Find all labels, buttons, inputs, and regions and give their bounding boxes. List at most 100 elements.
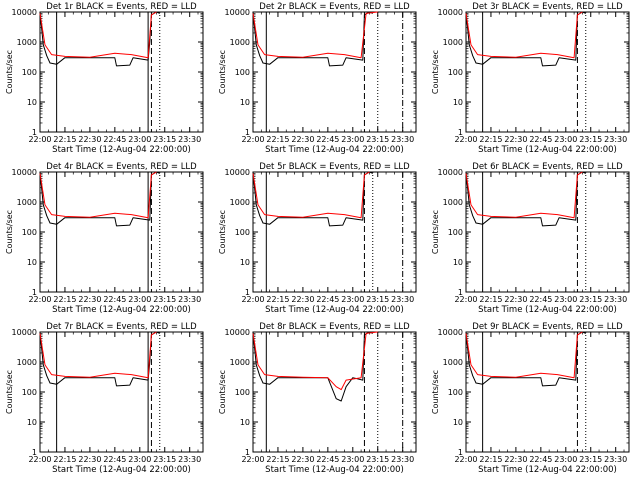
x-tick-label: 23:15	[366, 295, 389, 304]
x-axis-label: Start Time (12-Aug-04 22:00:00)	[265, 465, 404, 475]
y-tick-label: 100	[448, 388, 463, 397]
chart-panel-1: 1 10 100 1000 10000 22:00 22:15 22:30 22:45 23:00…	[5, 2, 204, 155]
x-tick-label: 23:00	[128, 135, 151, 144]
y-tick-label: 1	[458, 128, 463, 137]
series-events	[252, 331, 373, 402]
y-tick-label: 100	[448, 68, 463, 77]
x-tick-label: 22:00	[28, 295, 51, 304]
x-tick-label: 23:00	[554, 455, 577, 464]
x-tick-label: 23:00	[554, 295, 577, 304]
x-tick-label: 22:45	[316, 455, 339, 464]
x-tick-label: 22:30	[78, 295, 101, 304]
y-tick-label: 1000	[443, 198, 463, 207]
y-tick-label: 1	[245, 448, 250, 457]
x-tick-label: 23:30	[604, 455, 627, 464]
y-tick-label: 10	[453, 258, 463, 267]
y-axis-label: Counts/sec	[431, 50, 440, 94]
x-tick-label: 22:45	[103, 135, 126, 144]
x-tick-label: 22:15	[479, 295, 502, 304]
chart-title: Det 8r BLACK = Events, RED = LLD	[259, 322, 410, 332]
y-axis-label: Counts/sec	[5, 50, 14, 94]
x-tick-label: 22:30	[504, 455, 527, 464]
x-tick-label: 23:00	[554, 135, 577, 144]
y-tick-label: 1	[32, 128, 37, 137]
chart-title: Det 7r BLACK = Events, RED = LLD	[46, 322, 197, 332]
y-tick-label: 1000	[17, 358, 37, 367]
chart-panel-3: 1 10 100 1000 10000 22:00 22:15 22:30 22:45 23:00…	[431, 2, 630, 155]
x-tick-label: 23:30	[178, 455, 201, 464]
x-tick-label: 22:30	[78, 135, 101, 144]
x-axis-label: Start Time (12-Aug-04 22:00:00)	[478, 305, 617, 315]
y-tick-label: 10000	[225, 168, 250, 177]
x-tick-label: 22:30	[291, 135, 314, 144]
series-events	[39, 331, 160, 387]
y-tick-label: 100	[448, 228, 463, 237]
series-lld	[252, 11, 378, 59]
plot-frame	[252, 171, 417, 293]
x-axis-label: Start Time (12-Aug-04 22:00:00)	[52, 145, 191, 155]
y-axis-label: Counts/sec	[218, 370, 227, 414]
x-tick-label: 23:00	[128, 455, 151, 464]
series-events	[465, 171, 586, 227]
y-axis-label: Counts/sec	[5, 210, 14, 254]
chart-title: Det 6r BLACK = Events, RED = LLD	[472, 162, 623, 172]
y-tick-label: 10000	[225, 8, 250, 17]
plot-frame	[252, 11, 417, 133]
plot-frame	[465, 331, 630, 453]
plot-frame	[252, 331, 417, 453]
y-tick-label: 1000	[230, 198, 250, 207]
y-axis-label: Counts/sec	[5, 370, 14, 414]
y-tick-label: 1	[245, 288, 250, 297]
y-tick-label: 10	[240, 418, 250, 427]
x-axis-label: Start Time (12-Aug-04 22:00:00)	[265, 305, 404, 315]
x-tick-label: 22:00	[241, 455, 264, 464]
chart-panel-8: 1 10 100 1000 10000 22:00 22:15 22:30 22:45 23:00…	[218, 322, 417, 475]
series-lld	[465, 171, 583, 219]
x-tick-label: 23:30	[391, 295, 414, 304]
x-tick-label: 23:15	[366, 455, 389, 464]
y-tick-label: 10000	[12, 168, 37, 177]
x-tick-label: 22:45	[103, 455, 126, 464]
y-axis-label: Counts/sec	[431, 370, 440, 414]
y-tick-label: 10	[453, 98, 463, 107]
x-axis-label: Start Time (12-Aug-04 22:00:00)	[52, 305, 191, 315]
x-tick-label: 23:15	[579, 135, 602, 144]
y-tick-label: 100	[22, 68, 37, 77]
y-tick-label: 10000	[438, 8, 463, 17]
x-tick-label: 23:00	[341, 455, 364, 464]
y-tick-label: 10000	[225, 328, 250, 337]
series-lld	[465, 331, 583, 379]
x-tick-label: 22:45	[529, 295, 552, 304]
x-tick-label: 23:15	[153, 135, 176, 144]
y-tick-label: 1	[32, 288, 37, 297]
x-tick-label: 22:15	[53, 295, 76, 304]
y-tick-label: 100	[22, 388, 37, 397]
x-tick-label: 23:30	[178, 135, 201, 144]
chart-title: Det 4r BLACK = Events, RED = LLD	[46, 162, 197, 172]
x-tick-label: 22:30	[504, 295, 527, 304]
x-tick-label: 23:00	[128, 295, 151, 304]
y-tick-label: 10	[27, 258, 37, 267]
x-tick-label: 22:15	[266, 135, 289, 144]
plot-frame	[39, 331, 204, 453]
chart-panel-4: 1 10 100 1000 10000 22:00 22:15 22:30 22:45 23:00…	[5, 162, 204, 315]
y-tick-label: 100	[235, 388, 250, 397]
x-tick-label: 22:00	[454, 455, 477, 464]
y-tick-label: 10000	[12, 8, 37, 17]
series-events	[39, 171, 160, 227]
chart-panel-6: 1 10 100 1000 10000 22:00 22:15 22:30 22:45 23:00…	[431, 162, 630, 315]
chart-panel-5: 1 10 100 1000 10000 22:00 22:15 22:30 22:45 23:00…	[218, 162, 417, 315]
x-tick-label: 22:15	[53, 135, 76, 144]
y-tick-label: 10000	[438, 328, 463, 337]
x-tick-label: 22:45	[316, 135, 339, 144]
x-tick-label: 22:15	[53, 455, 76, 464]
x-tick-label: 23:00	[341, 295, 364, 304]
y-tick-label: 1000	[17, 38, 37, 47]
y-axis-label: Counts/sec	[218, 50, 227, 94]
x-tick-label: 22:30	[78, 455, 101, 464]
x-tick-label: 22:15	[479, 455, 502, 464]
y-tick-label: 10	[27, 418, 37, 427]
x-axis-label: Start Time (12-Aug-04 22:00:00)	[478, 465, 617, 475]
x-tick-label: 22:45	[103, 295, 126, 304]
y-tick-label: 1000	[443, 358, 463, 367]
